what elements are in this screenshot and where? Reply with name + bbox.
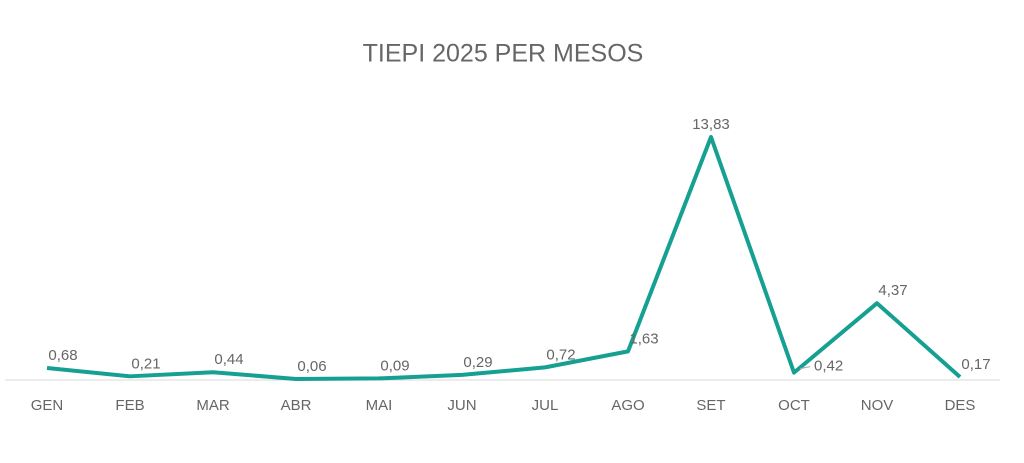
data-label: 0,09 [380,357,409,374]
line [46,135,962,381]
data-label: 4,37 [878,282,907,299]
data-label: 0,06 [297,358,326,375]
x-tick-label: GEN [31,397,64,414]
x-tick-label: AGO [611,397,644,414]
data-label: 0,72 [546,346,575,363]
x-tick-label: ABR [281,397,312,414]
x-tick-label: JUN [447,397,476,414]
data-label: 0,68 [48,347,77,364]
x-tick-label: MAR [196,397,230,414]
data-label: 1,63 [629,330,658,347]
x-tick-label: OCT [778,397,810,414]
data-label: 0,17 [961,356,990,373]
x-tick-label: DES [945,397,976,414]
x-tick-label: FEB [115,397,144,414]
data-label: 0,42 [814,358,843,375]
x-tick-label: NOV [861,397,894,414]
data-label: 0,44 [214,351,243,368]
x-tick-label: JUL [532,397,559,414]
data-label: 0,29 [463,354,492,371]
data-label: 0,21 [131,355,160,372]
data-label: 13,83 [692,116,730,133]
x-tick-label: MAI [366,397,393,414]
x-tick-label: SET [696,397,725,414]
chart-title: TIEPI 2025 PER MESOS [363,40,644,68]
leader-line [799,366,811,370]
